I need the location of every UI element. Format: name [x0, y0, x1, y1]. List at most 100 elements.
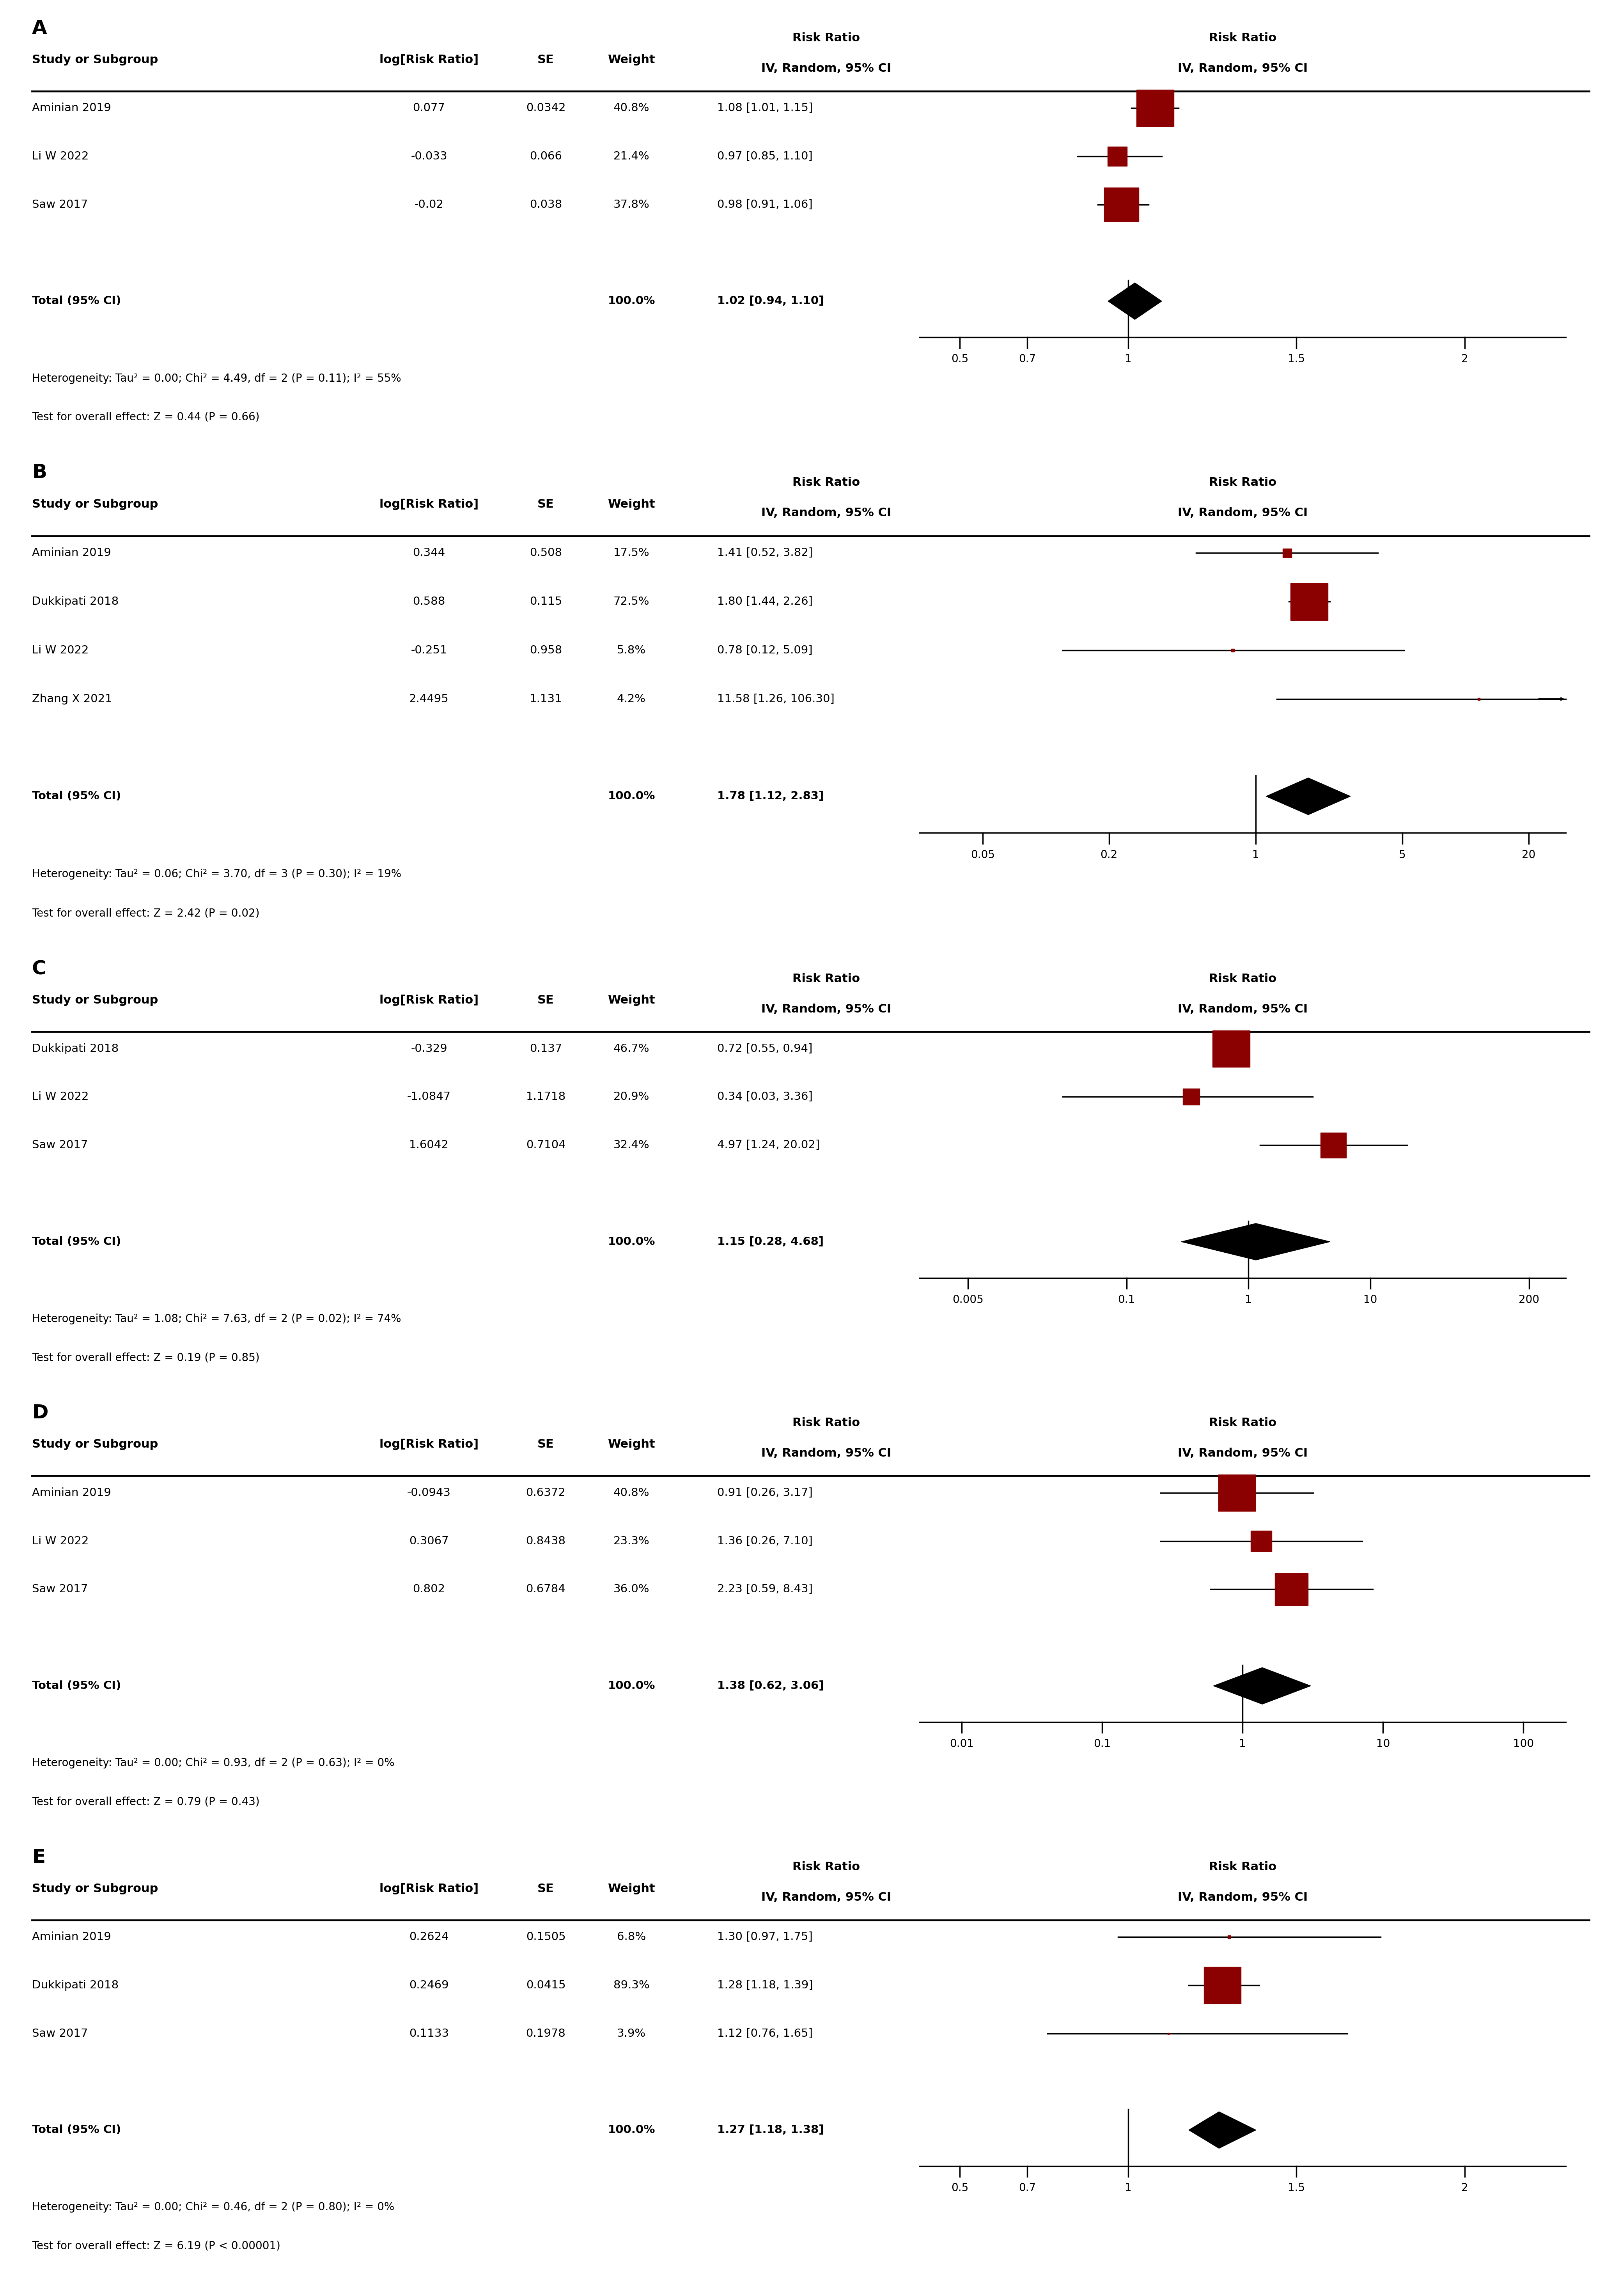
Bar [1183, 1088, 1199, 1104]
Text: log[Risk Ratio]: log[Risk Ratio] [380, 1440, 479, 1451]
Text: 0.588: 0.588 [412, 597, 446, 606]
Text: 100.0%: 100.0% [608, 2124, 655, 2135]
Text: Risk Ratio: Risk Ratio [1209, 32, 1276, 44]
Text: IV, Random, 95% CI: IV, Random, 95% CI [1177, 507, 1308, 519]
Text: 36.0%: 36.0% [613, 1584, 650, 1596]
Text: Total (95% CI): Total (95% CI) [32, 1681, 121, 1692]
Text: 1.02 [0.94, 1.10]: 1.02 [0.94, 1.10] [717, 296, 824, 308]
Text: 1.5: 1.5 [1287, 354, 1305, 365]
Text: Study or Subgroup: Study or Subgroup [32, 994, 158, 1006]
Text: Test for overall effect: Z = 0.19 (P = 0.85): Test for overall effect: Z = 0.19 (P = 0… [32, 1352, 260, 1364]
Text: -0.02: -0.02 [414, 200, 444, 209]
Text: Saw 2017: Saw 2017 [32, 200, 88, 209]
Text: Risk Ratio: Risk Ratio [792, 974, 859, 985]
Bar [1107, 147, 1127, 165]
Text: Weight: Weight [608, 498, 655, 510]
Text: Study or Subgroup: Study or Subgroup [32, 1883, 158, 1894]
Text: 32.4%: 32.4% [613, 1139, 650, 1150]
Text: 0.3067: 0.3067 [409, 1536, 449, 1548]
Text: SE: SE [538, 1440, 554, 1451]
Text: IV, Random, 95% CI: IV, Random, 95% CI [1177, 1003, 1308, 1015]
Text: Test for overall effect: Z = 6.19 (P < 0.00001): Test for overall effect: Z = 6.19 (P < 0… [32, 2241, 281, 2252]
Text: 11.58 [1.26, 106.30]: 11.58 [1.26, 106.30] [717, 693, 834, 705]
Text: -0.0943: -0.0943 [407, 1488, 450, 1499]
Text: 0.137: 0.137 [530, 1042, 562, 1054]
Text: SE: SE [538, 1883, 554, 1894]
Text: 1.08 [1.01, 1.15]: 1.08 [1.01, 1.15] [717, 103, 813, 113]
Text: 100.0%: 100.0% [608, 1235, 655, 1247]
Text: 0.958: 0.958 [530, 645, 562, 657]
Text: 2.4495: 2.4495 [409, 693, 449, 705]
Text: Total (95% CI): Total (95% CI) [32, 1235, 121, 1247]
Text: 1: 1 [1239, 1738, 1246, 1750]
Text: Risk Ratio: Risk Ratio [792, 1862, 859, 1874]
Text: Saw 2017: Saw 2017 [32, 1584, 88, 1596]
Text: Weight: Weight [608, 994, 655, 1006]
Text: 0.98 [0.91, 1.06]: 0.98 [0.91, 1.06] [717, 200, 813, 209]
Text: 2.23 [0.59, 8.43]: 2.23 [0.59, 8.43] [717, 1584, 813, 1596]
Text: Risk Ratio: Risk Ratio [792, 1417, 859, 1428]
Text: 100.0%: 100.0% [608, 790, 655, 801]
Text: Study or Subgroup: Study or Subgroup [32, 498, 158, 510]
Text: 0.72 [0.55, 0.94]: 0.72 [0.55, 0.94] [717, 1042, 813, 1054]
Text: 4.97 [1.24, 20.02]: 4.97 [1.24, 20.02] [717, 1139, 819, 1150]
Polygon shape [1266, 778, 1351, 815]
Text: 0.1133: 0.1133 [409, 2027, 449, 2039]
Text: 0.6784: 0.6784 [525, 1584, 565, 1596]
Text: 0.344: 0.344 [412, 546, 446, 558]
Text: 1.15 [0.28, 4.68]: 1.15 [0.28, 4.68] [717, 1235, 824, 1247]
Text: C: C [32, 960, 46, 978]
Bar [1321, 1132, 1346, 1157]
Text: 0.91 [0.26, 3.17]: 0.91 [0.26, 3.17] [717, 1488, 813, 1499]
Text: D: D [32, 1403, 48, 1424]
Text: 46.7%: 46.7% [613, 1042, 650, 1054]
Text: Zhang X 2021: Zhang X 2021 [32, 693, 112, 705]
Text: Study or Subgroup: Study or Subgroup [32, 1440, 158, 1451]
Text: Risk Ratio: Risk Ratio [1209, 478, 1276, 489]
Text: Test for overall effect: Z = 0.79 (P = 0.43): Test for overall effect: Z = 0.79 (P = 0… [32, 1795, 260, 1807]
Text: Heterogeneity: Tau² = 1.08; Chi² = 7.63, df = 2 (P = 0.02); I² = 74%: Heterogeneity: Tau² = 1.08; Chi² = 7.63,… [32, 1313, 401, 1325]
Bar [1231, 650, 1234, 652]
Text: 5: 5 [1399, 850, 1405, 861]
Text: Risk Ratio: Risk Ratio [792, 32, 859, 44]
Text: Risk Ratio: Risk Ratio [792, 478, 859, 489]
Text: 40.8%: 40.8% [613, 103, 650, 113]
Text: 0.005: 0.005 [952, 1295, 984, 1304]
Text: log[Risk Ratio]: log[Risk Ratio] [380, 1883, 479, 1894]
Text: 89.3%: 89.3% [613, 1979, 650, 1991]
Text: 1.28 [1.18, 1.39]: 1.28 [1.18, 1.39] [717, 1979, 813, 1991]
Text: Total (95% CI): Total (95% CI) [32, 296, 121, 308]
Text: Heterogeneity: Tau² = 0.00; Chi² = 0.46, df = 2 (P = 0.80); I² = 0%: Heterogeneity: Tau² = 0.00; Chi² = 0.46,… [32, 2202, 394, 2213]
Bar [1228, 1936, 1231, 1938]
Text: SE: SE [538, 994, 554, 1006]
Text: Li W 2022: Li W 2022 [32, 645, 89, 657]
Text: Weight: Weight [608, 1883, 655, 1894]
Text: log[Risk Ratio]: log[Risk Ratio] [380, 994, 479, 1006]
Text: IV, Random, 95% CI: IV, Random, 95% CI [1177, 1446, 1308, 1458]
Text: 0.7104: 0.7104 [525, 1139, 565, 1150]
Text: 0.8438: 0.8438 [525, 1536, 565, 1548]
Text: Saw 2017: Saw 2017 [32, 1139, 88, 1150]
Text: 5.8%: 5.8% [616, 645, 645, 657]
Text: 1.36 [0.26, 7.10]: 1.36 [0.26, 7.10] [717, 1536, 813, 1548]
Text: 1: 1 [1124, 354, 1132, 365]
Text: SE: SE [538, 498, 554, 510]
Text: 1.41 [0.52, 3.82]: 1.41 [0.52, 3.82] [717, 546, 813, 558]
Text: 0.5: 0.5 [952, 2183, 968, 2193]
Text: Total (95% CI): Total (95% CI) [32, 790, 121, 801]
Text: Aminian 2019: Aminian 2019 [32, 546, 112, 558]
Text: 23.3%: 23.3% [613, 1536, 650, 1548]
Polygon shape [1182, 1224, 1330, 1261]
Text: log[Risk Ratio]: log[Risk Ratio] [380, 498, 479, 510]
Text: 20.9%: 20.9% [613, 1091, 650, 1102]
Text: 2: 2 [1461, 2183, 1468, 2193]
Text: -0.033: -0.033 [410, 152, 447, 161]
Text: B: B [32, 464, 46, 482]
Text: Risk Ratio: Risk Ratio [1209, 1862, 1276, 1874]
Text: 0.78 [0.12, 5.09]: 0.78 [0.12, 5.09] [717, 645, 813, 657]
Text: log[Risk Ratio]: log[Risk Ratio] [380, 55, 479, 64]
Text: IV, Random, 95% CI: IV, Random, 95% CI [1177, 1892, 1308, 1903]
Bar [1204, 1968, 1241, 2004]
Bar [1250, 1531, 1271, 1552]
Text: 1: 1 [1246, 1295, 1252, 1304]
